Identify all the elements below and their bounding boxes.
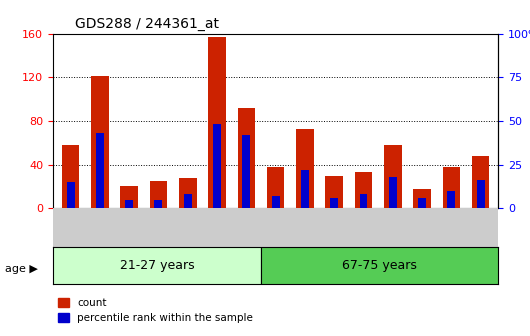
Bar bbox=[330, 198, 338, 208]
Bar bbox=[267, 167, 285, 208]
Bar bbox=[154, 200, 162, 208]
Bar bbox=[120, 186, 138, 208]
Bar bbox=[237, 108, 255, 208]
Bar bbox=[413, 189, 431, 208]
Bar bbox=[296, 129, 314, 208]
Bar bbox=[447, 191, 455, 208]
Bar bbox=[91, 76, 109, 208]
Bar bbox=[272, 196, 279, 208]
Bar bbox=[67, 182, 75, 208]
Bar bbox=[443, 167, 460, 208]
Bar bbox=[125, 200, 133, 208]
Text: 67-75 years: 67-75 years bbox=[342, 259, 417, 272]
Bar bbox=[149, 181, 167, 208]
Bar bbox=[472, 156, 489, 208]
Text: 21-27 years: 21-27 years bbox=[120, 259, 194, 272]
Bar bbox=[325, 175, 343, 208]
Bar bbox=[62, 145, 80, 208]
Bar bbox=[96, 133, 104, 208]
Bar bbox=[301, 170, 309, 208]
Bar bbox=[179, 178, 197, 208]
Bar bbox=[359, 194, 367, 208]
Text: GDS288 / 244361_at: GDS288 / 244361_at bbox=[75, 17, 219, 31]
Bar bbox=[213, 124, 221, 208]
Bar bbox=[184, 194, 192, 208]
Bar bbox=[384, 145, 402, 208]
Bar bbox=[208, 37, 226, 208]
Bar bbox=[476, 180, 484, 208]
Bar bbox=[242, 135, 250, 208]
Bar bbox=[418, 198, 426, 208]
Text: age ▶: age ▶ bbox=[5, 264, 38, 274]
Bar bbox=[355, 172, 372, 208]
Bar bbox=[389, 177, 397, 208]
Legend: count, percentile rank within the sample: count, percentile rank within the sample bbox=[58, 298, 253, 323]
Bar bbox=[261, 247, 498, 284]
Bar bbox=[53, 247, 261, 284]
